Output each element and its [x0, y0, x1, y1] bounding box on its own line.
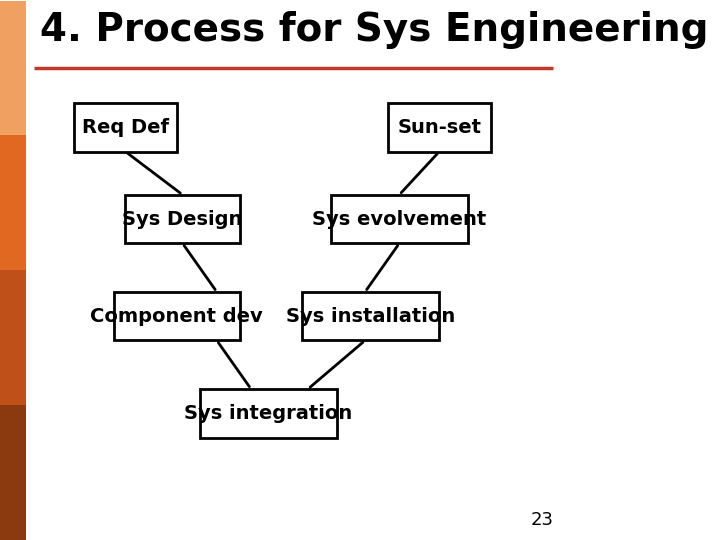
FancyBboxPatch shape: [74, 103, 177, 152]
FancyBboxPatch shape: [199, 389, 336, 437]
FancyBboxPatch shape: [125, 195, 240, 244]
Text: Sys integration: Sys integration: [184, 404, 352, 423]
FancyBboxPatch shape: [0, 1, 26, 136]
Text: Sys evolvement: Sys evolvement: [312, 210, 487, 228]
FancyBboxPatch shape: [114, 292, 240, 340]
FancyBboxPatch shape: [0, 136, 26, 271]
FancyBboxPatch shape: [0, 405, 26, 540]
FancyBboxPatch shape: [302, 292, 439, 340]
FancyBboxPatch shape: [331, 195, 468, 244]
Text: Req Def: Req Def: [82, 118, 169, 137]
Text: Sys Design: Sys Design: [122, 210, 243, 228]
FancyBboxPatch shape: [388, 103, 490, 152]
Text: 4. Process for Sys Engineering: 4. Process for Sys Engineering: [40, 11, 708, 49]
Text: Sun-set: Sun-set: [397, 118, 481, 137]
Text: Component dev: Component dev: [91, 307, 264, 326]
FancyBboxPatch shape: [0, 271, 26, 405]
Text: 23: 23: [531, 511, 554, 529]
Text: Sys installation: Sys installation: [286, 307, 456, 326]
